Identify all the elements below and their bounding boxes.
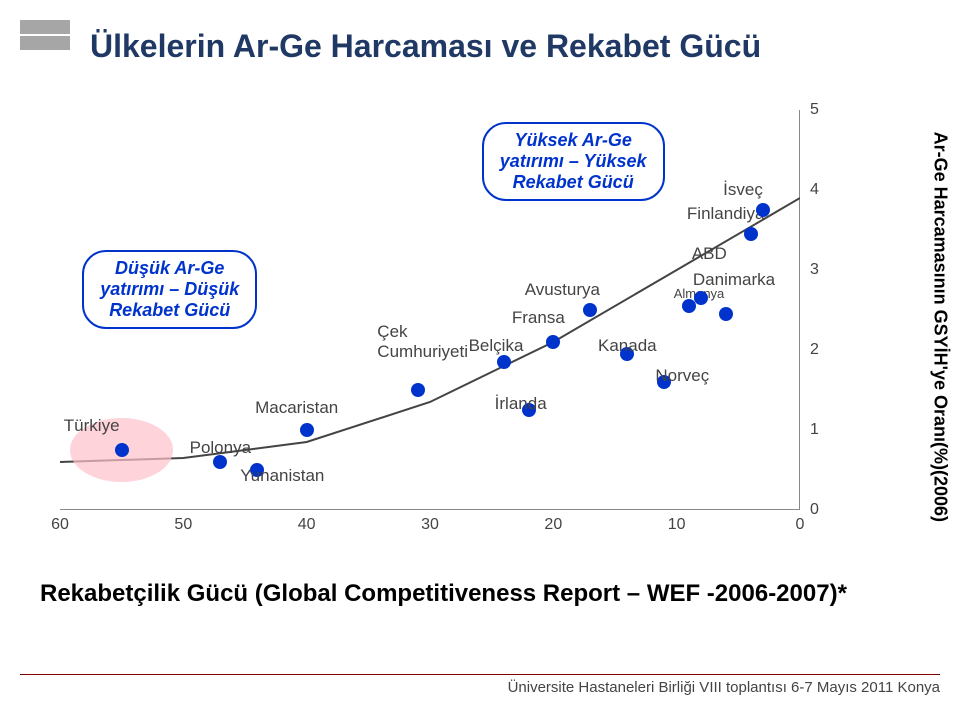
y-tick-label: 1 (810, 421, 819, 439)
y-tick-label: 2 (810, 341, 819, 359)
chart-subtitle: Rekabetçilik Gücü (Global Competitivenes… (40, 580, 847, 608)
data-point (756, 203, 770, 217)
x-tick-label: 40 (298, 516, 316, 534)
data-point (583, 303, 597, 317)
plot-area: 6050403020100012345TürkiyePolonyaYunanis… (60, 110, 800, 510)
point-label: ÇekCumhuriyeti (377, 322, 468, 362)
x-tick-label: 20 (544, 516, 562, 534)
data-point (719, 307, 733, 321)
quadrant-label: Yüksek Ar-Geyatırımı – YüksekRekabet Güc… (482, 122, 665, 201)
x-tick-label: 60 (51, 516, 69, 534)
data-point (497, 355, 511, 369)
data-point (546, 335, 560, 349)
point-label: İrlanda (495, 394, 547, 414)
point-label: Yunanistan (240, 466, 324, 486)
y-axis-label: Ar-Ge Harcamasının GSYİH'ye Oranı(%)(200… (920, 132, 960, 529)
point-label: Belçika (469, 336, 524, 356)
slide: Ülkelerin Ar-Ge Harcaması ve Rekabet Güc… (0, 0, 960, 704)
data-point (115, 443, 129, 457)
x-tick-label: 0 (796, 516, 805, 534)
y-tick-label: 4 (810, 181, 819, 199)
y-tick-label: 0 (810, 501, 819, 519)
y-tick-label: 3 (810, 261, 819, 279)
point-label: Polonya (190, 438, 251, 458)
point-label: ABD (692, 244, 727, 264)
data-point (744, 227, 758, 241)
point-label: Türkiye (64, 416, 120, 436)
data-point (300, 423, 314, 437)
data-point (411, 383, 425, 397)
point-label: Kanada (598, 336, 657, 356)
x-tick-label: 10 (668, 516, 686, 534)
y-tick-label: 5 (810, 101, 819, 119)
x-tick-label: 50 (174, 516, 192, 534)
data-point (682, 299, 696, 313)
data-point (694, 291, 708, 305)
point-label: Avusturya (525, 280, 600, 300)
slide-title: Ülkelerin Ar-Ge Harcaması ve Rekabet Güc… (90, 28, 761, 65)
point-label: Danimarka (693, 270, 775, 290)
point-label: Norveç (655, 366, 709, 386)
point-label: Finlandiya (687, 204, 765, 224)
scatter-chart: 60 50 40 30 20 10 00 1 2 3 4 5 Türkiye Polonya Yunanis… (30, 100, 890, 560)
point-label: İsveç (723, 180, 763, 200)
x-tick-label: 30 (421, 516, 439, 534)
slide-footer: Üniversite Hastaneleri Birliği VIII topl… (20, 674, 940, 696)
point-label: Macaristan (255, 398, 338, 418)
point-label: Fransa (512, 308, 565, 328)
quadrant-label: Düşük Ar-Geyatırımı – DüşükRekabet Gücü (82, 250, 257, 329)
